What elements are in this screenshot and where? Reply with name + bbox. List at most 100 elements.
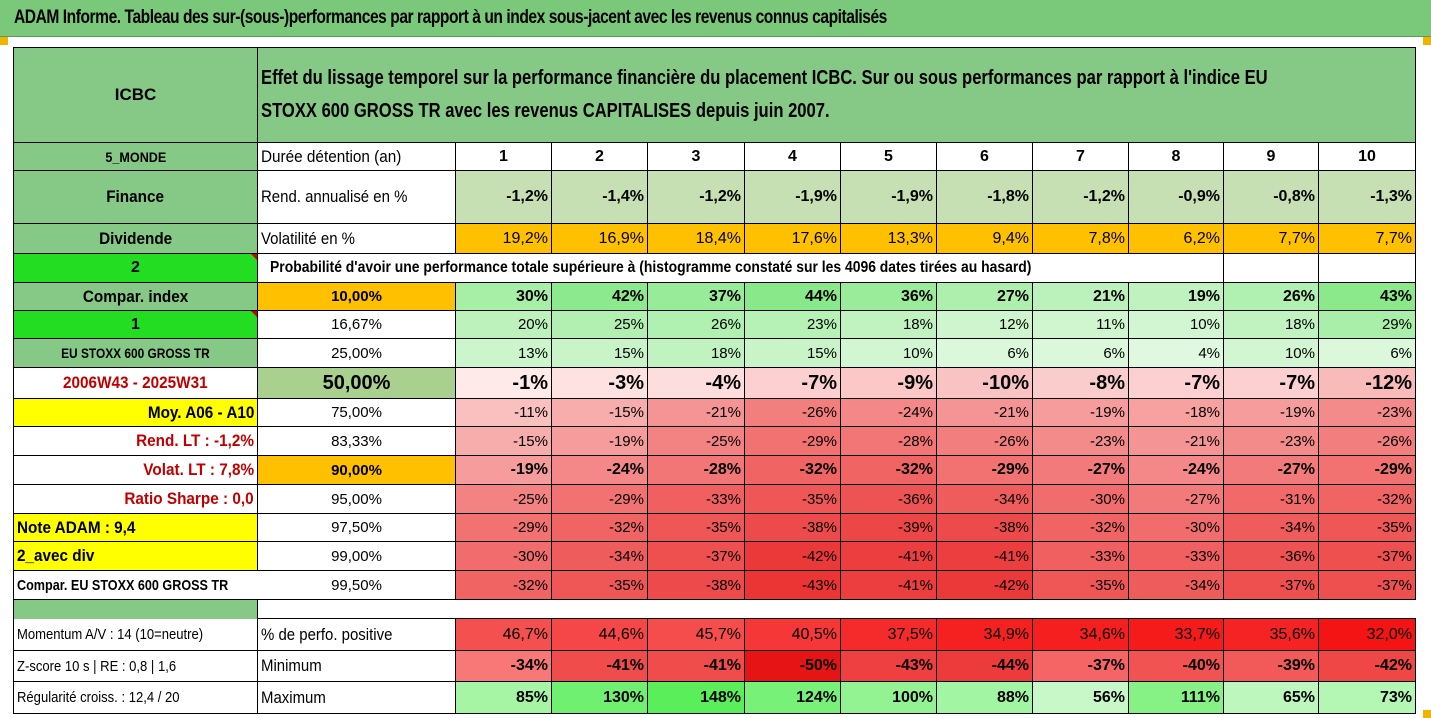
sector-label-text: Finance	[106, 187, 165, 206]
perf-cell: -15%	[456, 427, 552, 456]
percentile-value: 90,00%	[258, 456, 456, 485]
description-line-1: Effet du lissage temporel sur la perform…	[261, 67, 1268, 89]
duree-label-text: Durée détention (an)	[261, 146, 402, 166]
year-header: 8	[1129, 143, 1224, 171]
perf-cell-text: 10%	[1284, 344, 1315, 362]
perf-cell-text: 18%	[1284, 316, 1315, 333]
volat-value: 13,3%	[841, 224, 937, 254]
compar-index-label: Compar. index	[14, 283, 258, 311]
volat-value-text: 7,7%	[1375, 229, 1412, 247]
perf-cell: 23%	[745, 311, 841, 339]
percentile-value: 25,00%	[258, 339, 456, 368]
percentile-value-text: 97,50%	[331, 519, 382, 536]
perf-cell-text: 26%	[1282, 287, 1315, 305]
rend-label-text: Rend. annualisé en %	[261, 187, 408, 206]
perf-cell: 12%	[937, 311, 1033, 339]
perf-cell: 18%	[648, 339, 745, 368]
perf-cell-text: 27%	[996, 287, 1029, 305]
perf-cell: -25%	[456, 485, 552, 514]
pct-pos-value: 32,0%	[1319, 619, 1416, 651]
perf-cell: -10%	[937, 368, 1033, 399]
percentile-value: 16,67%	[258, 311, 456, 339]
perf-cell-text: 13%	[517, 344, 548, 362]
corner-marker	[1423, 710, 1431, 718]
year-header-text: 10	[1358, 147, 1376, 165]
pct-pos-label-text: % de perfo. positive	[261, 624, 393, 644]
percentile-value-text: 25,00%	[331, 344, 382, 362]
perf-cell-text: -26%	[1376, 432, 1412, 450]
perf-cell-text: -34%	[993, 490, 1029, 508]
perf-cell-text: -33%	[1089, 547, 1125, 565]
perf-cell: -27%	[1033, 456, 1129, 485]
minimum-value: -43%	[841, 651, 937, 682]
perf-cell-text: 4%	[1198, 344, 1220, 362]
rend-value: -1,2%	[648, 171, 745, 224]
note-label: Note ADAM : 9,4	[14, 514, 258, 542]
minimum-value: -34%	[456, 651, 552, 682]
perf-cell-text: -42%	[993, 576, 1029, 594]
rend-lt-label: Rend. LT : -1,2%	[14, 427, 258, 456]
minimum-value-text: -37%	[1087, 657, 1125, 674]
perf-cell: -28%	[841, 427, 937, 456]
perf-cell-text: -29%	[801, 432, 837, 450]
perf-cell-text: -9%	[897, 371, 933, 394]
rend-value: -1,3%	[1319, 171, 1416, 224]
perf-cell: 6%	[937, 339, 1033, 368]
perf-cell-text: -29%	[991, 461, 1029, 478]
perf-cell: -35%	[1319, 514, 1416, 542]
perf-cell-text: -7%	[1184, 371, 1220, 394]
perf-cell: -42%	[937, 571, 1033, 600]
volat-value: 9,4%	[937, 224, 1033, 254]
zscore-label-text: Z-score 10 s | RE : 0,8 | 1,6	[17, 657, 177, 675]
perf-cell-text: 42%	[611, 287, 644, 305]
year-header: 6	[937, 143, 1033, 171]
perf-cell: -15%	[552, 399, 648, 427]
perf-cell-text: -27%	[1184, 490, 1220, 508]
maximum-value-text: 56%	[1092, 688, 1125, 706]
compar-full-label-text: Compar. EU STOXX 600 GROSS TR	[17, 576, 229, 594]
perf-cell-text: 21%	[1092, 287, 1125, 305]
perf-cell: -37%	[1224, 571, 1319, 600]
rend-value-text: -1,9%	[795, 188, 837, 205]
maximum-value: 100%	[841, 682, 937, 714]
perf-cell-text: 23%	[806, 316, 837, 333]
value-2-text: 2	[131, 259, 140, 276]
perf-cell: -7%	[745, 368, 841, 399]
perf-cell: 19%	[1129, 283, 1224, 311]
minimum-value-text: -50%	[799, 657, 837, 674]
momentum-label-text: Momentum A/V : 14 (10=neutre)	[17, 626, 204, 643]
perf-cell-text: -29%	[608, 490, 644, 508]
perf-cell: 27%	[937, 283, 1033, 311]
perf-cell: 11%	[1033, 311, 1129, 339]
perf-cell-text: -30%	[1184, 519, 1220, 536]
volat-value-text: 9,4%	[992, 229, 1029, 247]
perf-cell-text: -35%	[705, 519, 741, 536]
perf-cell-text: -32%	[895, 461, 933, 478]
perf-cell: 18%	[1224, 311, 1319, 339]
maximum-label: Maximum	[258, 682, 456, 714]
perf-cell-text: -1%	[512, 371, 548, 394]
perf-cell-text: -19%	[1089, 404, 1125, 421]
rend-value-text: -1,2%	[1083, 188, 1125, 205]
index-name-label-text: EU STOXX 600 GROSS TR	[61, 345, 210, 361]
moy-label-text: Moy. A06 - A10	[147, 402, 254, 422]
perf-cell: -35%	[1033, 571, 1129, 600]
minimum-value: -39%	[1224, 651, 1319, 682]
year-header-text: 7	[1076, 147, 1085, 165]
perf-cell: -32%	[745, 456, 841, 485]
perf-cell-text: -35%	[1089, 576, 1125, 594]
perf-cell: -26%	[1319, 427, 1416, 456]
perf-cell-text: -33%	[1184, 547, 1220, 565]
percentile-value-text: 75,00%	[331, 404, 382, 421]
perf-cell: 6%	[1319, 339, 1416, 368]
perf-cell-text: -24%	[897, 404, 933, 421]
year-header: 9	[1224, 143, 1319, 171]
value-1-text: 1	[131, 315, 140, 333]
perf-cell-text: 43%	[1379, 287, 1412, 305]
compar-full-label: Compar. EU STOXX 600 GROSS TR	[14, 571, 258, 600]
perf-cell: -38%	[745, 514, 841, 542]
perf-cell-text: -3%	[608, 371, 644, 394]
perf-cell: -19%	[1033, 399, 1129, 427]
perf-cell-text: 26%	[710, 316, 741, 333]
zone-label-text: 5_MONDE	[105, 148, 166, 165]
